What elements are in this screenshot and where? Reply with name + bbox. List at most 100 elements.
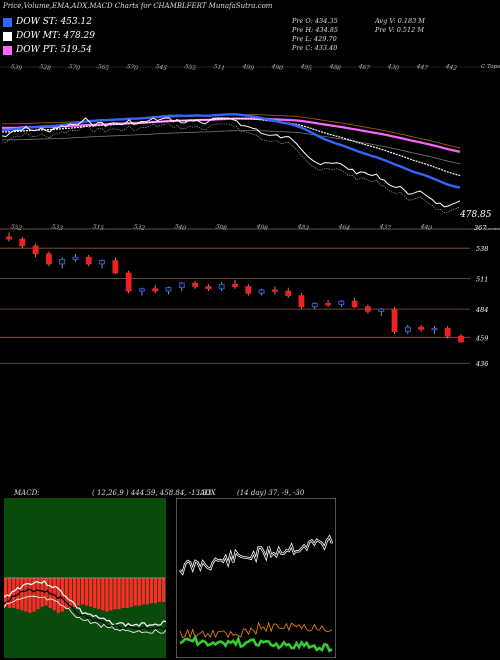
price-tick-label: 498: [255, 223, 269, 232]
candle-body: [152, 288, 159, 292]
candle-body: [19, 238, 26, 247]
ema-tick-label: 570: [126, 63, 139, 72]
candle-body: [271, 289, 278, 292]
macd-bar: [101, 578, 105, 611]
candle-body: [351, 300, 358, 308]
ema-tick-label: 442: [444, 63, 458, 72]
ema-panel: 539 528 570 565 570 545 555 511 499 490 495 488 467 4…: [0, 63, 500, 220]
price-y-label: 484: [475, 306, 488, 314]
legend-swatch: [3, 17, 12, 27]
candle-body: [59, 259, 66, 265]
candle-body: [298, 295, 305, 308]
legend-label: DOW PT: 519.54: [16, 45, 92, 55]
candle-body: [85, 256, 92, 265]
price-y-label: 538: [476, 245, 488, 253]
macd-title: MACD:: [14, 489, 40, 497]
macd-bar: [56, 578, 60, 613]
candle-body: [205, 286, 212, 290]
ema-tick-label: 545: [155, 63, 168, 72]
macd-bar: [40, 578, 44, 607]
candle-body: [258, 289, 265, 294]
price-tick-label: 540: [174, 223, 187, 232]
macd-bar: [20, 578, 24, 611]
macd-bar: [145, 578, 149, 605]
ema-tick-label: 467: [357, 63, 371, 72]
macd-bar: [125, 578, 129, 608]
macd-bar: [32, 578, 36, 612]
candle-body: [99, 260, 105, 265]
macd-bar: [4, 578, 8, 607]
candle-body: [125, 272, 132, 292]
prev-ohlc: Pre O: 434.35 Pre H: 434.85 Pre L: 429.7…: [292, 17, 338, 53]
macd-signal-line: [4, 588, 166, 630]
price-top-tag: 367: [474, 224, 487, 232]
macd-line: [4, 580, 166, 627]
candle-body: [6, 236, 12, 240]
candle-body: [112, 260, 119, 274]
macd-info: ( 12,26,9 ) 444.59, 458.84, -13.93: [92, 489, 212, 497]
macd-bar: [121, 578, 125, 608]
price-y-label: 436: [475, 360, 488, 368]
candle-body: [32, 245, 39, 255]
ema-tick-label: 511: [213, 63, 226, 72]
ema-tick-label: 430: [386, 63, 400, 72]
macd-bar: [80, 578, 85, 605]
candle-body: [232, 283, 238, 287]
macd-bar: [64, 578, 68, 610]
candle-body: [45, 253, 52, 265]
ema-tick-label: 488: [328, 63, 342, 72]
candle-body: [245, 286, 252, 294]
volume-stats: Avg V: 0.183 M Pre V: 0.512 M: [375, 17, 425, 35]
macd-bar: [16, 578, 20, 610]
macd-bar: [97, 578, 101, 610]
ema-top-tag: C Topa: [481, 64, 500, 70]
price-top-tag-suffix: Leonim: [484, 226, 500, 231]
candle-body: [139, 288, 145, 292]
legend-label: DOW ST: 453.12: [16, 17, 92, 27]
price-tick-label: 437: [378, 223, 392, 232]
legend-label: DOW MT: 478.29: [16, 31, 95, 41]
candle-body: [72, 256, 79, 260]
ema-line-grey: [2, 130, 461, 165]
candle-body: [192, 282, 199, 287]
ema-tick-label: 539: [10, 63, 23, 72]
price-tick-label: 464: [337, 223, 351, 232]
macd-bar: [89, 578, 93, 607]
price-y-label: 459: [475, 334, 488, 342]
macd-bar: [68, 578, 73, 608]
candle-body: [365, 306, 371, 312]
prev-volume: Pre V: 0.512 M: [375, 26, 425, 34]
ema-last-label: 478.85: [459, 210, 492, 220]
prev-open: Pre O: 434.35: [292, 17, 338, 25]
price-tick-label: 533: [51, 223, 64, 232]
candle-body: [165, 287, 172, 292]
macd-bar: [129, 578, 133, 607]
macd-bar: [48, 578, 52, 608]
adx-plus-di-line: [179, 621, 333, 639]
ema-tick-label: 528: [39, 63, 52, 72]
macd-bar: [52, 578, 56, 611]
candle-body: [431, 327, 438, 331]
candle-body: [218, 283, 225, 290]
price-panel: 552 533 515 532 540 508 498 483 464 437 440 367Leon…: [0, 223, 500, 368]
ema-st-line: [1, 113, 461, 189]
macd-bar: [149, 578, 154, 604]
adx-panel: [176, 498, 336, 658]
ema-tick-label: 490: [270, 63, 284, 72]
macd-line-2: [4, 595, 166, 634]
macd-bar: [113, 578, 117, 610]
ema-price-shadow: [1, 123, 461, 214]
candle-body: [311, 303, 318, 308]
macd-bar: [24, 578, 28, 612]
macd-bar: [157, 578, 162, 602]
ema-tick-label: 447: [415, 63, 429, 72]
prev-low: Pre L: 429.70: [292, 35, 337, 43]
ema-tick-label: 555: [184, 63, 197, 72]
chart-title: Price,Volume,EMA,ADX,MACD Charts for CHA…: [3, 2, 273, 10]
price-tick-label: 440: [419, 223, 433, 232]
adx-info: (14 day) 37, -9, -30: [237, 489, 305, 497]
macd-bar: [137, 578, 141, 606]
macd-bar: [153, 578, 158, 604]
price-y-label: 511: [476, 276, 488, 284]
legend-item-dow-mt: DOW MT: 478.29: [3, 31, 95, 41]
